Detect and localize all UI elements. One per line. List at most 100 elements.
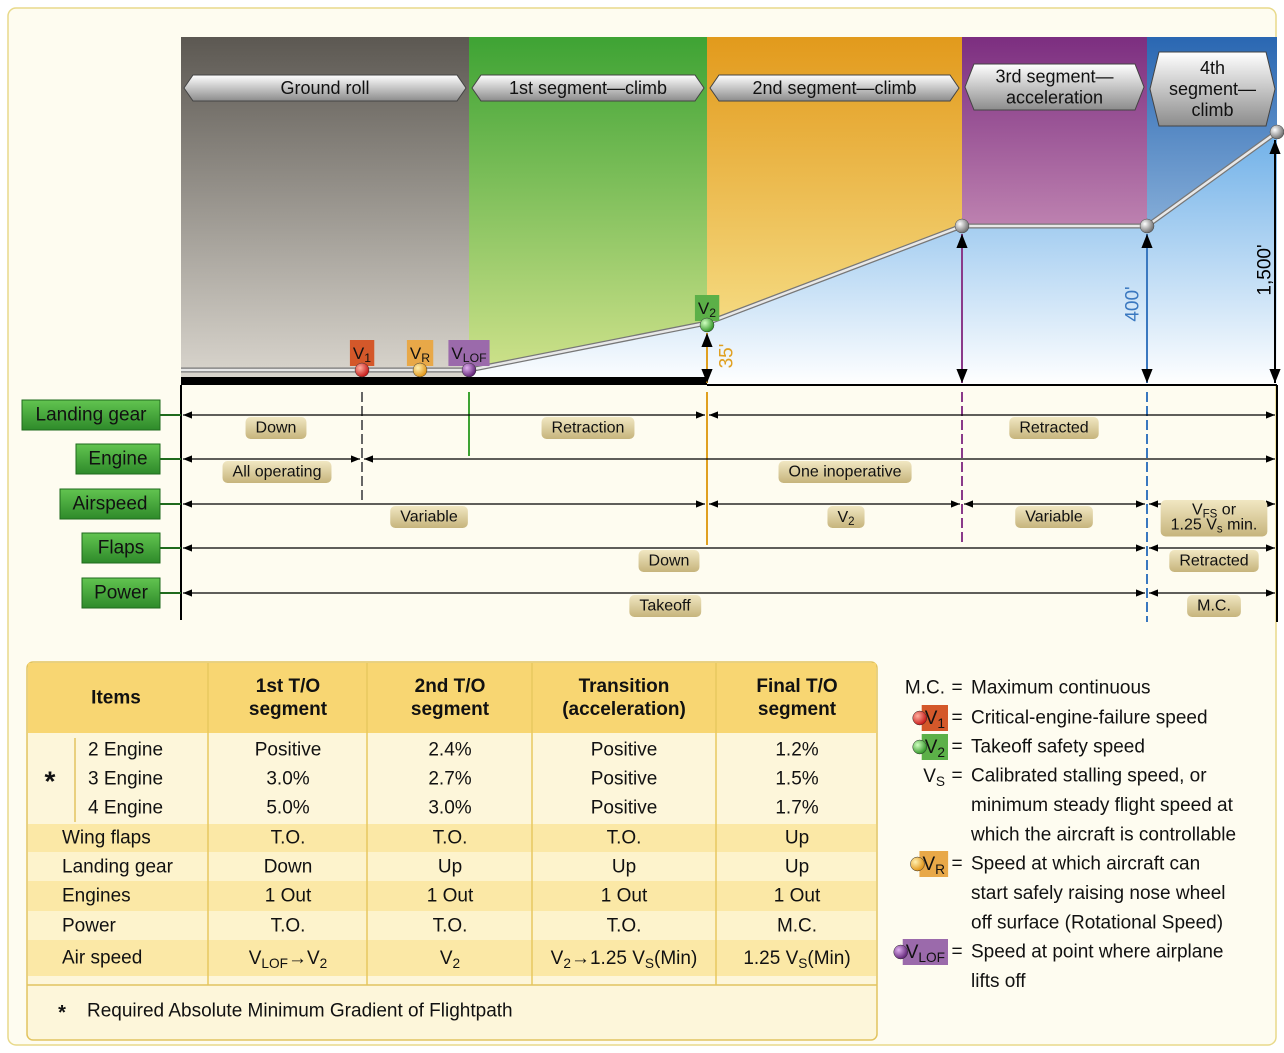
table-cell: 5.0% bbox=[266, 798, 309, 819]
table-cell-part: 2 bbox=[453, 956, 461, 971]
legend-symbol-part: 1 bbox=[937, 716, 945, 731]
speed-ball bbox=[699, 317, 715, 333]
table-header: Transition bbox=[579, 676, 670, 697]
table-cell: T.O. bbox=[607, 916, 642, 937]
speed-label: VR bbox=[410, 344, 430, 366]
legend-text: off surface (Rotational Speed) bbox=[971, 913, 1223, 934]
phase-tab-bg bbox=[1160, 500, 1268, 537]
table-cell: 1.5% bbox=[775, 769, 818, 790]
legend-text: Calibrated stalling speed, or bbox=[971, 766, 1207, 787]
table-cell: T.O. bbox=[271, 828, 306, 849]
legend-text: lifts off bbox=[971, 971, 1026, 992]
footnote-star: * bbox=[58, 1002, 66, 1024]
table-cell: 3.0% bbox=[428, 798, 471, 819]
phase-label: Down bbox=[649, 553, 690, 570]
table-header: Items bbox=[91, 688, 141, 709]
path-vertex bbox=[1139, 218, 1155, 234]
legend-text: start safely raising nose wheel bbox=[971, 883, 1226, 904]
table-cell-part: (Min) bbox=[654, 948, 697, 969]
phase-tab-bg bbox=[827, 506, 865, 528]
phase-tab: Retracted bbox=[1169, 550, 1259, 572]
speed-ball bbox=[461, 362, 477, 378]
phase-label: Retraction bbox=[552, 420, 625, 437]
legend-item: VLOF = Speed at point where airplane lifts … bbox=[893, 939, 1223, 992]
legend-item: V1 = Critical-engine-failure speed bbox=[912, 705, 1208, 731]
table-cell: 2.4% bbox=[428, 740, 471, 761]
table-cell: T.O. bbox=[433, 916, 468, 937]
legend-text: Speed at which aircraft can bbox=[971, 854, 1200, 875]
legend-symbol-part: V bbox=[922, 854, 935, 875]
legend-symbol-part: V bbox=[925, 708, 938, 729]
table-row-bg bbox=[28, 940, 876, 976]
phase-tab: All operating bbox=[222, 461, 332, 483]
table-cell: Positive bbox=[591, 798, 658, 819]
phase-tab: Variable bbox=[1015, 506, 1093, 528]
phase-tab: Variable bbox=[390, 506, 468, 528]
segment-label: climb bbox=[1191, 100, 1233, 120]
phase-label: Takeoff bbox=[639, 598, 691, 615]
footnote: Required Absolute Minimum Gradient of Fl… bbox=[87, 1001, 513, 1022]
phase-tab-bg bbox=[638, 550, 700, 572]
speed-box bbox=[406, 340, 434, 366]
phase-tab-bg bbox=[1187, 595, 1241, 617]
table-cell: Down bbox=[264, 857, 313, 878]
table-cell: Positive bbox=[255, 740, 322, 761]
speed-label: V1 bbox=[353, 344, 371, 366]
row-label: Landing gear bbox=[36, 405, 148, 426]
row-label: Airspeed bbox=[73, 494, 148, 515]
table-cell: 1 Out bbox=[774, 886, 821, 907]
table-cell: V2→1.25 VS(Min) bbox=[551, 948, 698, 971]
segment-banner bbox=[964, 63, 1145, 111]
legend-text: Critical-engine-failure speed bbox=[971, 708, 1208, 729]
segment-label: 1st segment—climb bbox=[509, 78, 667, 98]
speed-marker: V2 bbox=[694, 295, 720, 333]
legend-text: Speed at point where airplane bbox=[971, 942, 1223, 963]
phase-label-part: V bbox=[1192, 501, 1203, 518]
phase-label: One inoperative bbox=[789, 464, 902, 481]
table-cell: V2 bbox=[440, 948, 460, 971]
segment-label: segment— bbox=[1169, 79, 1256, 99]
legend-equals: = bbox=[951, 678, 962, 699]
phase-label: Retracted bbox=[1019, 420, 1088, 437]
phase-tab-bg bbox=[629, 595, 702, 617]
phase-label: Variable bbox=[1025, 509, 1083, 526]
table-header: 1st T/O bbox=[256, 676, 320, 697]
legend-ball bbox=[910, 856, 925, 872]
phase-tab-bg bbox=[390, 506, 468, 528]
table-cell: Positive bbox=[591, 769, 658, 790]
table-cell-part: S bbox=[798, 956, 807, 971]
speed-label: VLOF bbox=[451, 344, 486, 366]
phase-label: 1.25 Vs min. bbox=[1171, 516, 1258, 536]
phase-tab: Down bbox=[638, 550, 700, 572]
legend-ball bbox=[912, 739, 927, 755]
table-cell: Engines bbox=[62, 886, 131, 907]
path-vertex bbox=[954, 218, 970, 234]
phase-label: Retracted bbox=[1179, 553, 1248, 570]
phase-label: V2 bbox=[837, 509, 854, 529]
phase-tab-bg bbox=[245, 417, 307, 439]
legend-symbol-part: 2 bbox=[937, 745, 945, 760]
phase-tab-bg bbox=[541, 417, 635, 439]
legend-equals: = bbox=[951, 737, 962, 758]
phase-tab: One inoperative bbox=[778, 461, 912, 483]
phase-tab-bg bbox=[1009, 417, 1099, 439]
row-tab bbox=[81, 532, 161, 564]
table-header: Final T/O bbox=[756, 676, 837, 697]
legend-ball bbox=[912, 710, 927, 726]
sky bbox=[469, 132, 1277, 385]
speed-box bbox=[694, 295, 720, 321]
table-cell: VLOF→V2 bbox=[249, 948, 328, 971]
phase-tab: VFS or1.25 Vs min. bbox=[1160, 500, 1268, 537]
legend-symbol: VS bbox=[923, 766, 945, 789]
legend-item: VR = Speed at which aircraft can start safe… bbox=[910, 851, 1226, 934]
phase-label: M.C. bbox=[1197, 598, 1231, 615]
path-vertex bbox=[1269, 124, 1284, 140]
speed-label: V2 bbox=[698, 299, 716, 321]
table-cell: T.O. bbox=[607, 828, 642, 849]
table-header: segment bbox=[411, 699, 490, 720]
speed-marker: V1 bbox=[349, 340, 375, 378]
table-cell-part: 2 bbox=[320, 956, 328, 971]
table-cell: Wing flaps bbox=[62, 828, 151, 849]
row-tab bbox=[21, 399, 161, 431]
legend-symbol-part: R bbox=[935, 862, 945, 877]
